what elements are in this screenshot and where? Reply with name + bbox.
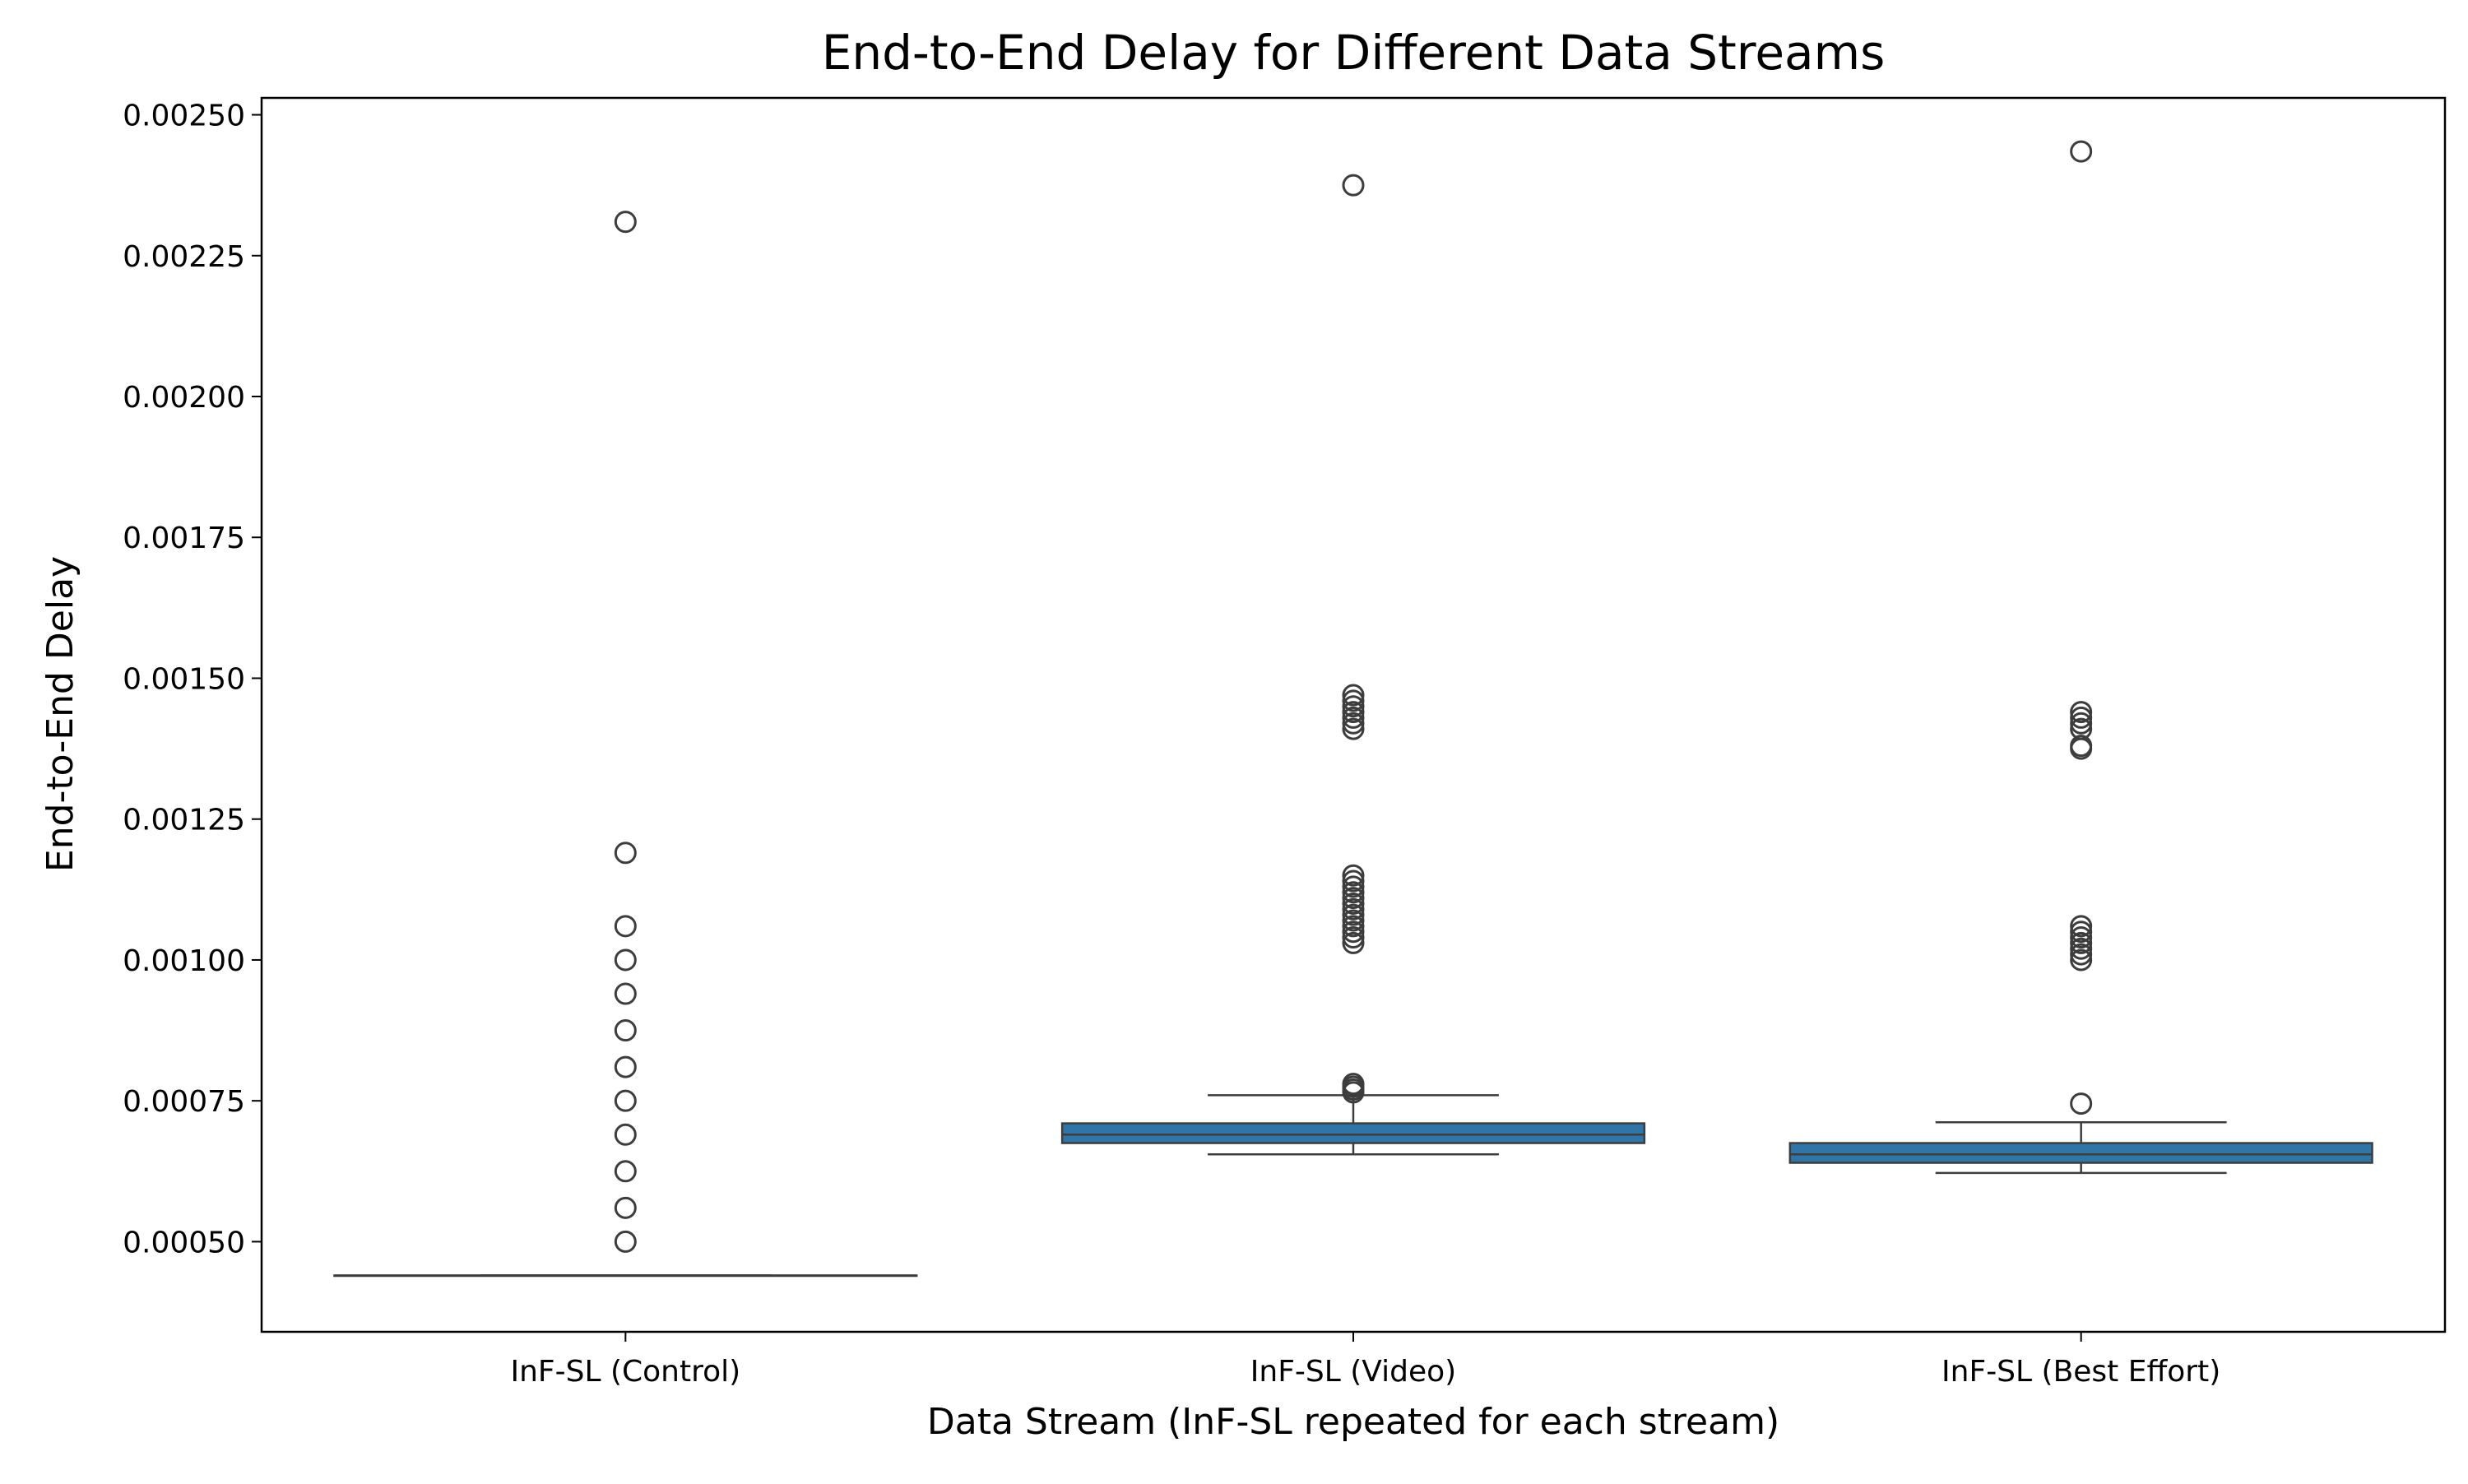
- outlier-point: [614, 842, 637, 865]
- outlier-point: [1342, 926, 1365, 949]
- outlier-point: [2070, 717, 2093, 740]
- outlier-point: [1342, 712, 1365, 735]
- box: [1788, 1142, 2373, 1164]
- outlier-point: [1342, 684, 1365, 707]
- outlier-point: [2070, 735, 2093, 758]
- outlier-point: [2070, 701, 2093, 724]
- x-tick-label: InF-SL (Best Effort): [1941, 1355, 2220, 1389]
- y-tick-label: 0.00050: [123, 1226, 245, 1259]
- outlier-point: [2070, 931, 2093, 954]
- outlier-point: [2070, 943, 2093, 966]
- outlier-point: [614, 982, 637, 1005]
- y-tick-label: 0.00250: [123, 100, 245, 133]
- plot-frame: [260, 96, 2447, 1333]
- outlier-point: [2070, 1092, 2093, 1115]
- y-tick-label: 0.00200: [123, 381, 245, 415]
- outlier-point: [2070, 921, 2093, 944]
- x-tick-label: InF-SL (Video): [1250, 1355, 1456, 1389]
- outlier-point: [1342, 875, 1365, 898]
- outlier-point: [1342, 881, 1365, 904]
- outlier-point: [614, 211, 637, 234]
- outlier-point: [1342, 887, 1365, 910]
- y-tick-label: 0.00225: [123, 240, 245, 274]
- outlier-point: [1342, 921, 1365, 944]
- outlier-point: [1342, 903, 1365, 926]
- outlier-point: [1342, 174, 1365, 197]
- outlier-point: [1342, 915, 1365, 938]
- outlier-point: [614, 1196, 637, 1219]
- outlier-point: [1342, 689, 1365, 712]
- outlier-point: [614, 1089, 637, 1112]
- x-tick-label: InF-SL (Control): [510, 1355, 740, 1389]
- outlier-point: [1342, 701, 1365, 724]
- outlier-point: [614, 1160, 637, 1183]
- outlier-point: [614, 1123, 637, 1146]
- box: [1060, 1122, 1646, 1144]
- plot-area: 0.00050 0.00075 0.00100 0.00125 0.00150 0.001…: [123, 100, 2373, 1389]
- outlier-point: [1342, 1073, 1365, 1096]
- outlier-point: [1342, 695, 1365, 718]
- outlier-point: [2070, 706, 2093, 729]
- outlier-point: [1342, 897, 1365, 921]
- y-tick-label: 0.00100: [123, 944, 245, 978]
- outlier-point: [1342, 870, 1365, 893]
- outlier-point: [1342, 892, 1365, 915]
- outlier-point: [1342, 706, 1365, 729]
- outlier-point: [2070, 915, 2093, 938]
- outlier-point: [1342, 864, 1365, 887]
- chart-title: End-to-End Delay for Different Data Stre…: [822, 25, 1886, 81]
- y-axis-label: End-to-End Delay: [39, 556, 81, 872]
- outlier-point: [2070, 937, 2093, 960]
- outlier-point: [2070, 948, 2093, 972]
- outlier-point: [2070, 926, 2093, 949]
- outlier-point: [1342, 717, 1365, 740]
- y-tick-label: 0.00125: [123, 804, 245, 837]
- outlier-point: [2070, 712, 2093, 735]
- y-tick-label: 0.00150: [123, 662, 245, 696]
- outlier-point: [614, 1230, 637, 1253]
- outlier-point: [1342, 931, 1365, 954]
- outlier-point: [1342, 909, 1365, 932]
- outlier-point: [2070, 140, 2093, 163]
- y-tick-label: 0.00075: [123, 1085, 245, 1119]
- outlier-point: [614, 1019, 637, 1042]
- outlier-point: [614, 915, 637, 938]
- x-axis-label: Data Stream (InF-SL repeated for each st…: [927, 1401, 1779, 1443]
- outlier-point: [614, 948, 637, 972]
- outlier-point: [614, 1055, 637, 1078]
- y-tick-label: 0.00175: [123, 522, 245, 555]
